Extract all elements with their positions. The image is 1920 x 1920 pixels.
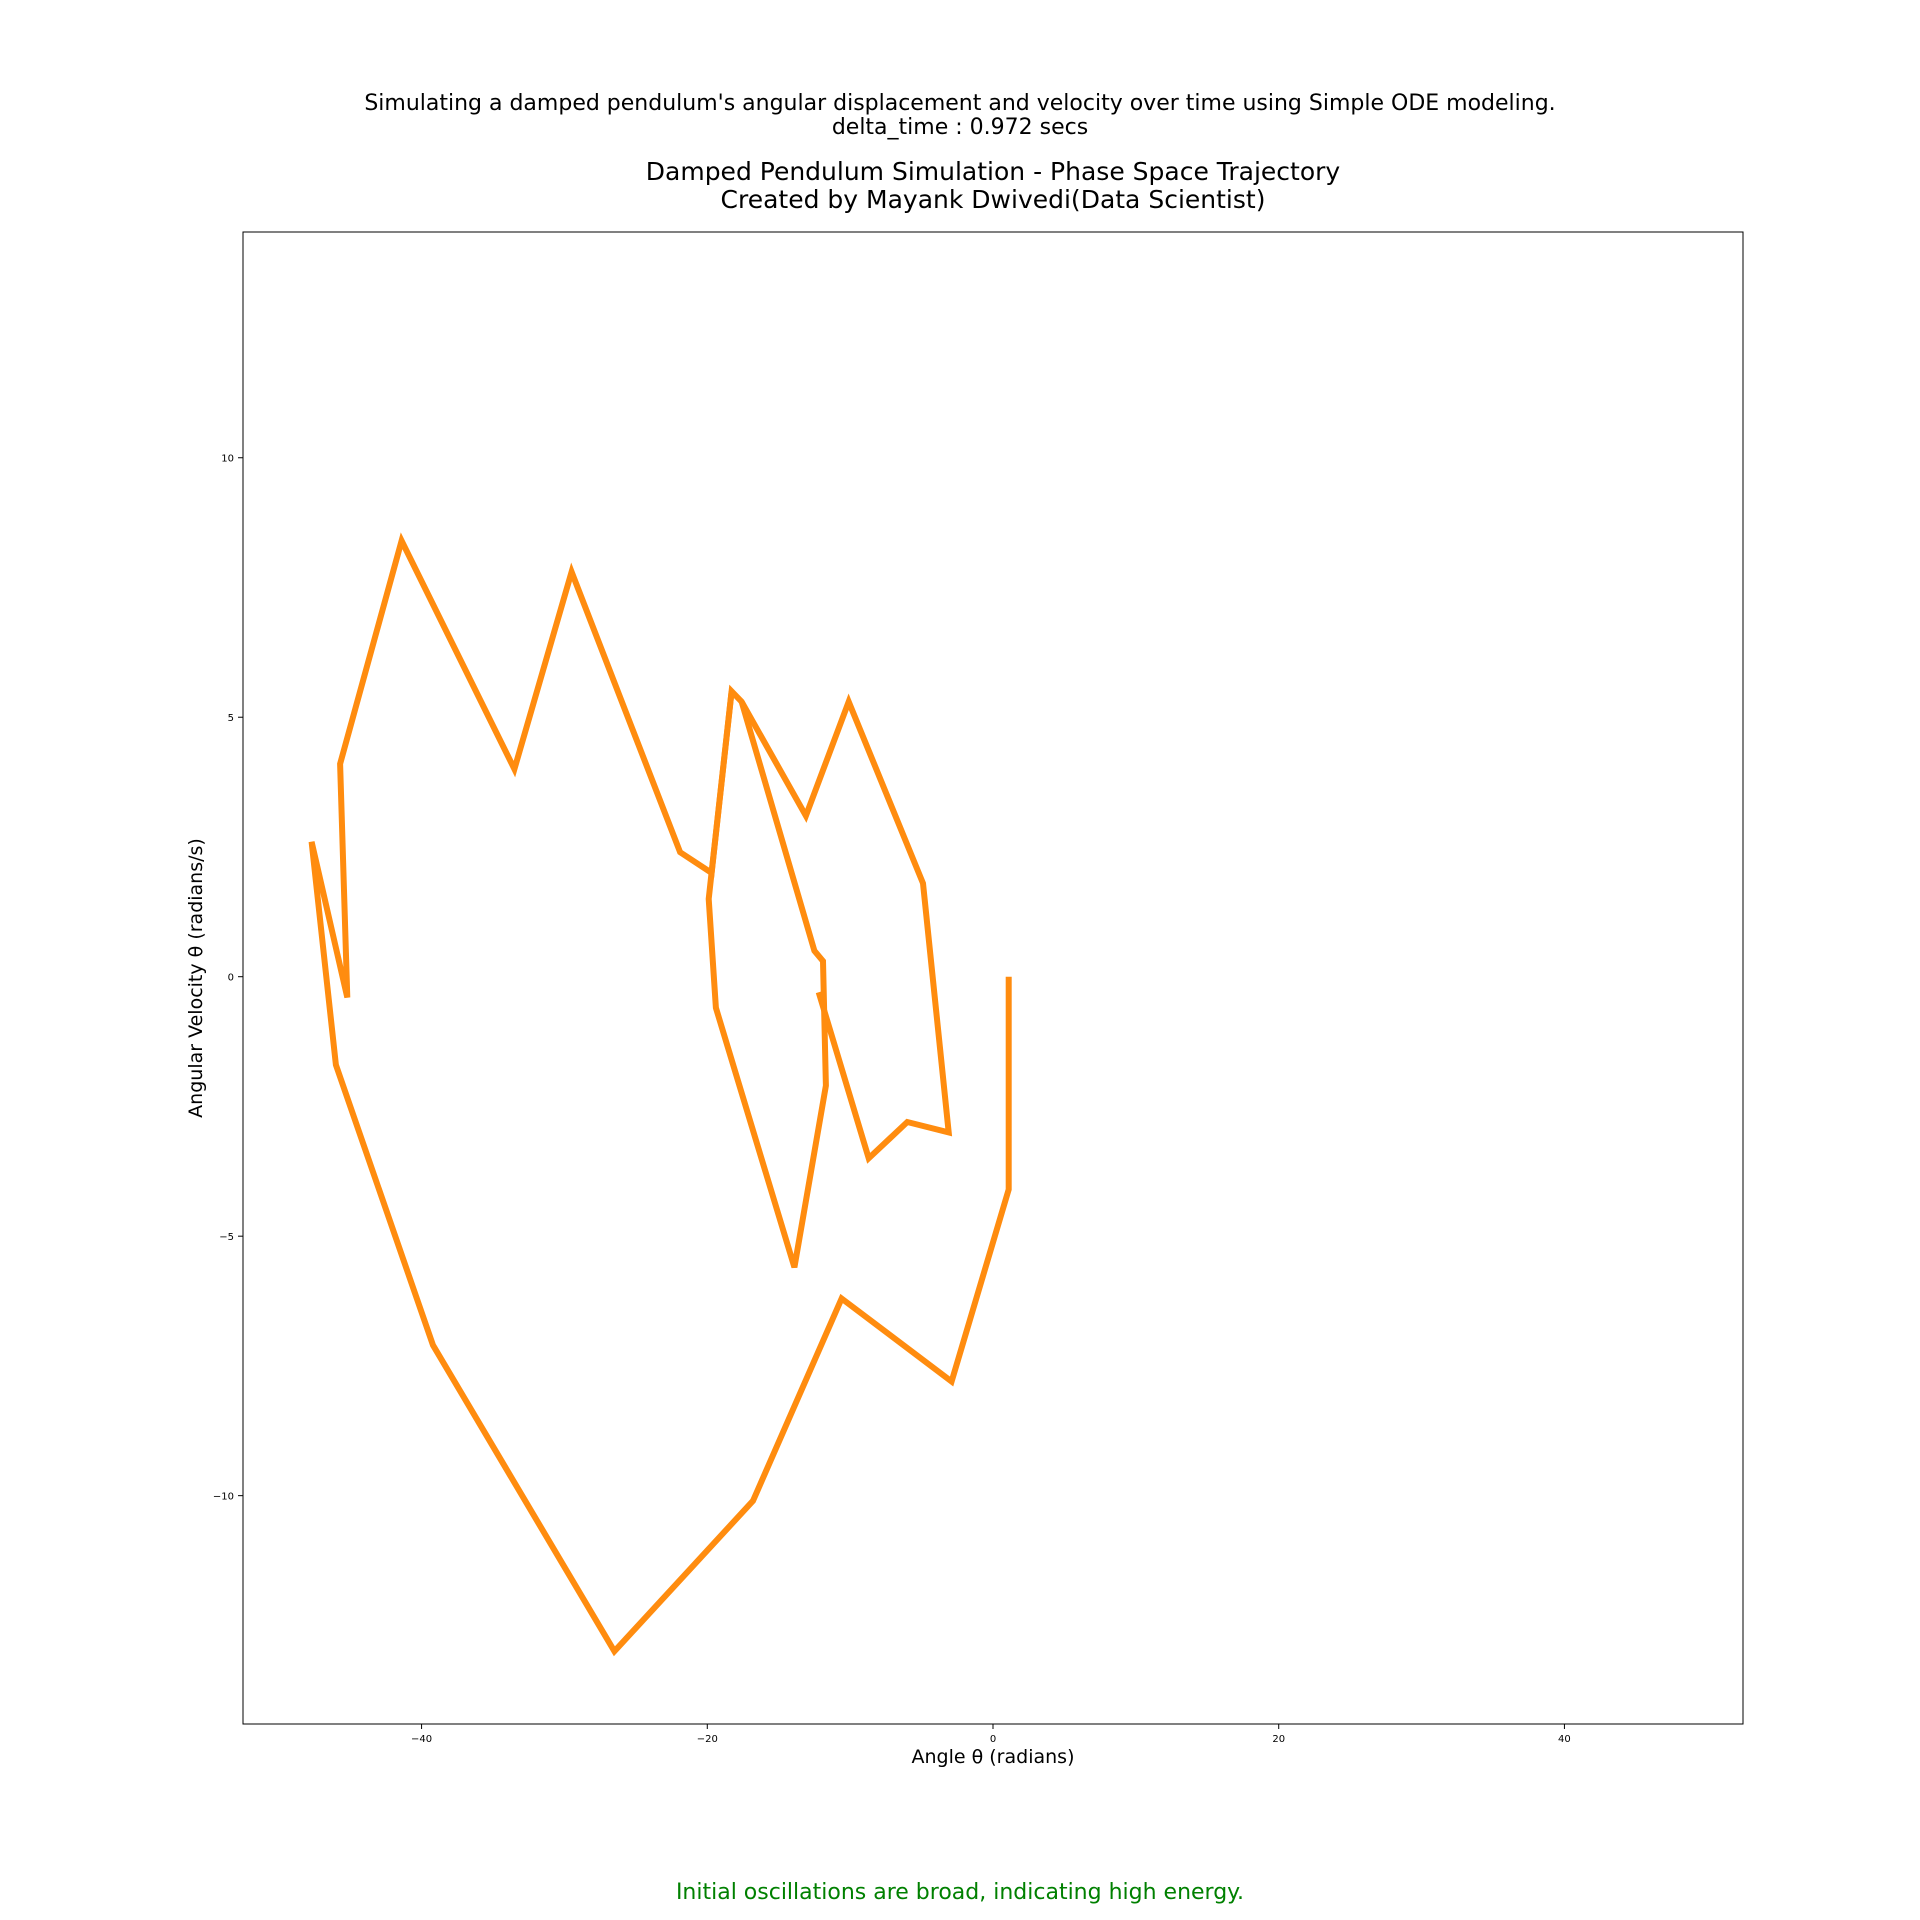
chart-title-line-2: Created by Mayank Dwivedi(Data Scientist… <box>720 185 1266 214</box>
y-axis-label: Angular Velocity θ (radians/s) <box>185 838 207 1118</box>
plot-frame <box>242 231 1744 1725</box>
x-tick-label: −20 <box>697 1734 718 1745</box>
y-tick-label: −5 <box>219 1232 234 1243</box>
suptitle-line-2: delta_time : 0.972 secs <box>831 115 1089 140</box>
energy-annotation: Initial oscillations are broad, indicati… <box>675 1880 1245 1905</box>
y-tick-label: 0 <box>228 973 234 984</box>
figure-suptitle: Simulating a damped pendulum's angular d… <box>0 92 1920 140</box>
y-tick-label: −10 <box>213 1492 234 1503</box>
trajectory-line-2 <box>705 690 829 1269</box>
y-tick-label: 10 <box>221 454 234 465</box>
x-tick-label: 40 <box>1558 1734 1571 1745</box>
y-tick-label: 5 <box>228 713 234 724</box>
x-axis-label: Angle θ (radians) <box>912 1746 1075 1768</box>
y-axis-ticks: −10 −5 0 5 10 <box>213 454 243 1503</box>
x-tick-label: 20 <box>1272 1734 1285 1745</box>
chart-title-line-1: Damped Pendulum Simulation - Phase Space… <box>645 157 1341 186</box>
chart-title: Damped Pendulum Simulation - Phase Space… <box>243 158 1743 214</box>
plot-lines <box>308 532 1012 1657</box>
suptitle-line-1: Simulating a damped pendulum's angular d… <box>364 91 1556 116</box>
x-tick-label: 0 <box>990 1734 996 1745</box>
trajectory-line-1 <box>308 532 1012 1657</box>
x-axis-ticks: −40 −20 0 20 40 <box>411 1724 1571 1745</box>
x-tick-label: −40 <box>411 1734 432 1745</box>
